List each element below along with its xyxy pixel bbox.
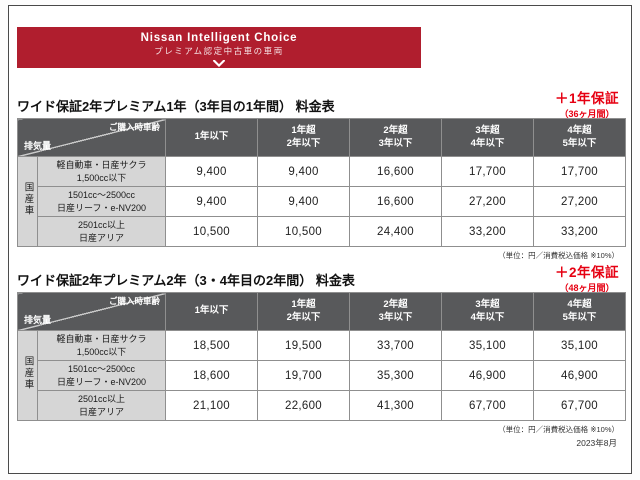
price-cell: 35,300 <box>349 360 442 392</box>
price-cell: 35,100 <box>441 330 534 362</box>
table2-col-header: 4年超 5年以下 <box>533 291 626 332</box>
table1-corner-cell: ご購入時車齢 排気量 <box>17 117 166 158</box>
section1-title: ワイド保証2年プレミアム1年（3年目の1年間） 料金表 <box>17 99 335 114</box>
unit-note-2: （単位：円／消費税込価格 ※10%） <box>498 425 619 434</box>
category-cell: 2501cc以上 日産アリア <box>37 216 166 248</box>
category-cell: 1501cc〜2500cc 日産リーフ・e-NV200 <box>37 360 166 392</box>
table-row: 国産車 軽自動車・日産サクラ 1,500cc以下 9,400 9,400 16,… <box>17 156 626 248</box>
table1-col-header: 1年超 2年以下 <box>257 117 350 158</box>
table2-col-header: 1年超 2年以下 <box>257 291 350 332</box>
price-cell: 41,300 <box>349 390 442 422</box>
price-cell: 10,500 <box>257 216 350 248</box>
unit-note-1: （単位：円／消費税込価格 ※10%） <box>498 251 619 260</box>
section2-header: ワイド保証2年プレミアム2年（3・4年目の2年間） 料金表 ＋2年保証 （48ヶ… <box>17 264 623 293</box>
nissan-banner: Nissan Intelligent Choice プレミアム認定中古車の車両 <box>17 27 421 68</box>
price-cell: 18,600 <box>165 360 258 392</box>
category-cell: 2501cc以上 日産アリア <box>37 390 166 422</box>
banner-subtitle: プレミアム認定中古車の車両 <box>154 46 284 56</box>
price-cell: 24,400 <box>349 216 442 248</box>
price-cell: 35,100 <box>533 330 626 362</box>
corner-label-displacement: 排気量 <box>24 141 52 152</box>
table1-col-header: 4年超 5年以下 <box>533 117 626 158</box>
price-cell: 27,200 <box>441 186 534 218</box>
corner-label-age: ご購入時車齢 <box>108 296 160 306</box>
group-label-domestic: 国産車 <box>17 156 38 248</box>
price-cell: 67,700 <box>533 390 626 422</box>
price-cell: 9,400 <box>257 156 350 188</box>
badge2-main: ＋2年保証 <box>554 265 619 280</box>
table-row: 1501cc〜2500cc 日産リーフ・e-NV200 18,600 19,70… <box>18 360 626 392</box>
table2-col-header: 3年超 4年以下 <box>441 291 534 332</box>
price-cell: 10,500 <box>165 216 258 248</box>
table-row: 2501cc以上 日産アリア 10,500 10,500 24,400 33,2… <box>18 216 626 248</box>
banner-title: Nissan Intelligent Choice <box>140 32 298 44</box>
table2-header-row: ご購入時車齢 排気量 1年以下 1年超 2年以下 2年超 3年以下 3年超 4年… <box>17 291 626 332</box>
section1-header: ワイド保証2年プレミアム1年（3年目の1年間） 料金表 ＋1年保証 （36ヶ月間… <box>17 90 623 119</box>
price-cell: 67,700 <box>441 390 534 422</box>
price-cell: 21,100 <box>165 390 258 422</box>
price-cell: 22,600 <box>257 390 350 422</box>
price-cell: 46,900 <box>441 360 534 392</box>
price-cell: 33,700 <box>349 330 442 362</box>
price-cell: 33,200 <box>441 216 534 248</box>
price-cell: 17,700 <box>441 156 534 188</box>
document-page: Nissan Intelligent Choice プレミアム認定中古車の車両 … <box>8 5 632 474</box>
category-cell: 軽自動車・日産サクラ 1,500cc以下 <box>37 330 166 362</box>
price-table-1: ご購入時車齢 排気量 1年以下 1年超 2年以下 2年超 3年以下 3年超 4年… <box>17 117 626 248</box>
badge1-main: ＋1年保証 <box>554 91 619 106</box>
price-cell: 19,700 <box>257 360 350 392</box>
price-cell: 9,400 <box>257 186 350 218</box>
table1-col-header: 3年超 4年以下 <box>441 117 534 158</box>
document-date: 2023年8月 <box>576 438 617 448</box>
price-cell: 33,200 <box>533 216 626 248</box>
table1-header-row: ご購入時車齢 排気量 1年以下 1年超 2年以下 2年超 3年以下 3年超 4年… <box>17 117 626 158</box>
table2-col-header: 2年超 3年以下 <box>349 291 442 332</box>
group-label-domestic: 国産車 <box>17 330 38 422</box>
section2-badge: ＋2年保証 （48ヶ月間） <box>555 261 619 294</box>
price-cell: 27,200 <box>533 186 626 218</box>
corner-label-displacement: 排気量 <box>24 315 52 326</box>
category-cell: 軽自動車・日産サクラ 1,500cc以下 <box>37 156 166 188</box>
price-cell: 46,900 <box>533 360 626 392</box>
corner-label-age: ご購入時車齢 <box>108 122 160 132</box>
table-row: 国産車 軽自動車・日産サクラ 1,500cc以下 18,500 19,500 3… <box>17 330 626 422</box>
category-cell: 1501cc〜2500cc 日産リーフ・e-NV200 <box>37 186 166 218</box>
table2-corner-cell: ご購入時車齢 排気量 <box>17 291 166 332</box>
price-cell: 16,600 <box>349 186 442 218</box>
price-cell: 9,400 <box>165 156 258 188</box>
price-cell: 18,500 <box>165 330 258 362</box>
price-table-2: ご購入時車齢 排気量 1年以下 1年超 2年以下 2年超 3年以下 3年超 4年… <box>17 291 626 422</box>
badge2-sub: （48ヶ月間） <box>559 283 615 293</box>
section1-badge: ＋1年保証 （36ヶ月間） <box>555 87 619 120</box>
price-cell: 16,600 <box>349 156 442 188</box>
price-cell: 9,400 <box>165 186 258 218</box>
group-label-text: 国産車 <box>22 355 34 391</box>
price-cell: 17,700 <box>533 156 626 188</box>
chevron-down-icon <box>213 60 225 67</box>
price-cell: 19,500 <box>257 330 350 362</box>
table2-col-header: 1年以下 <box>165 291 258 332</box>
table-row: 1501cc〜2500cc 日産リーフ・e-NV200 9,400 9,400 … <box>18 186 626 218</box>
table-row: 2501cc以上 日産アリア 21,100 22,600 41,300 67,7… <box>18 390 626 422</box>
section2-title: ワイド保証2年プレミアム2年（3・4年目の2年間） 料金表 <box>17 273 355 288</box>
badge1-sub: （36ヶ月間） <box>559 109 615 119</box>
table1-col-header: 2年超 3年以下 <box>349 117 442 158</box>
group-label-text: 国産車 <box>22 181 34 217</box>
table1-col-header: 1年以下 <box>165 117 258 158</box>
